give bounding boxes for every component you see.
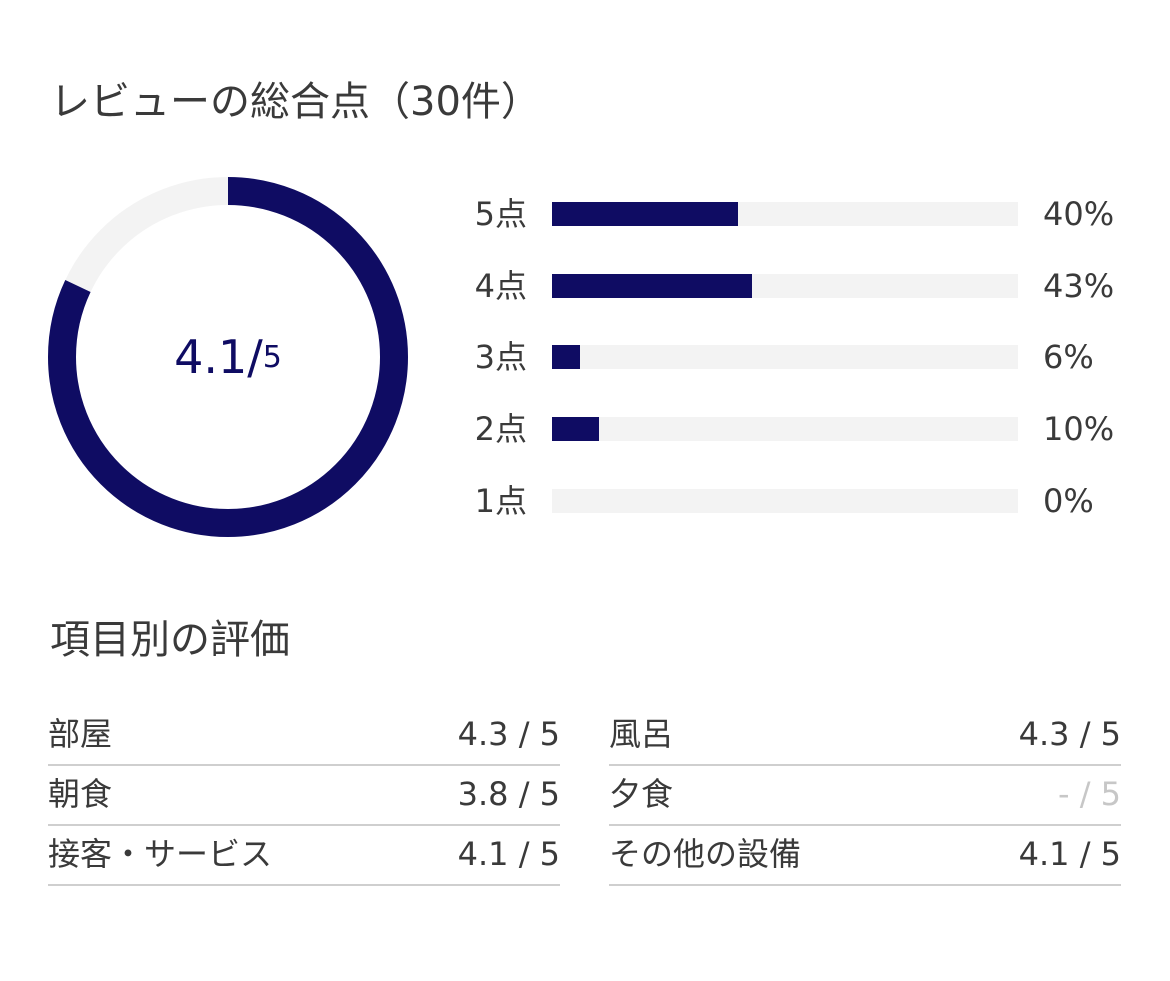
overall-score-ring: 4.1/5: [44, 173, 412, 541]
distribution-row: 3点 6%: [455, 332, 1135, 382]
distribution-track: [552, 345, 1018, 369]
distribution-label: 1点: [474, 482, 527, 520]
distribution-percent: 6%: [1043, 338, 1094, 376]
category-row: 部屋 4.3 / 5: [48, 706, 560, 766]
category-column-right: 風呂 4.3 / 5 夕食 - / 5 その他の設備 4.1 / 5: [609, 706, 1121, 886]
distribution-label: 2点: [474, 410, 527, 448]
distribution-fill: [552, 417, 599, 441]
category-row: 朝食 3.8 / 5: [48, 766, 560, 826]
category-column-left: 部屋 4.3 / 5 朝食 3.8 / 5 接客・サービス 4.1 / 5: [48, 706, 560, 886]
category-ratings-title: 項目別の評価: [50, 617, 290, 663]
category-name: その他の設備: [609, 835, 802, 873]
distribution-label: 3点: [474, 338, 527, 376]
category-row: その他の設備 4.1 / 5: [609, 826, 1121, 886]
category-value: 4.3 / 5: [457, 715, 560, 753]
distribution-track: [552, 489, 1018, 513]
score-ring-graphic: [48, 177, 408, 537]
distribution-percent: 40%: [1043, 195, 1115, 233]
category-value: 3.8 / 5: [457, 775, 560, 813]
distribution-row: 2点 10%: [455, 404, 1135, 454]
category-row: 接客・サービス 4.1 / 5: [48, 826, 560, 886]
distribution-row: 5点 40%: [455, 189, 1135, 239]
distribution-label: 4点: [474, 267, 527, 305]
distribution-percent: 10%: [1043, 410, 1115, 448]
category-row: 風呂 4.3 / 5: [609, 706, 1121, 766]
category-name: 接客・サービス: [48, 835, 273, 873]
review-summary-title: レビューの総合点（30件）: [50, 79, 541, 125]
category-value: 4.1 / 5: [457, 835, 560, 873]
category-name: 朝食: [48, 775, 113, 813]
category-value: - / 5: [1057, 775, 1121, 813]
category-value: 4.3 / 5: [1018, 715, 1121, 753]
distribution-label: 5点: [474, 195, 527, 233]
distribution-row: 1点 0%: [455, 476, 1135, 526]
distribution-fill: [552, 345, 580, 369]
category-value: 4.1 / 5: [1018, 835, 1121, 873]
distribution-fill: [552, 202, 739, 226]
category-name: 風呂: [609, 715, 674, 753]
category-name: 部屋: [48, 715, 113, 753]
overall-score-max: 5: [262, 339, 282, 375]
score-ring-fill: [48, 177, 408, 537]
category-row: 夕食 - / 5: [609, 766, 1121, 826]
distribution-track: [552, 274, 1018, 298]
distribution-track: [552, 202, 1018, 226]
distribution-row: 4点 43%: [455, 261, 1135, 311]
distribution-fill: [552, 274, 753, 298]
overall-score-value: 4.1/: [174, 330, 263, 384]
distribution-percent: 0%: [1043, 482, 1094, 520]
category-name: 夕食: [609, 775, 674, 813]
distribution-percent: 43%: [1043, 267, 1115, 305]
overall-score: 4.1/5: [44, 173, 412, 541]
distribution-track: [552, 417, 1018, 441]
